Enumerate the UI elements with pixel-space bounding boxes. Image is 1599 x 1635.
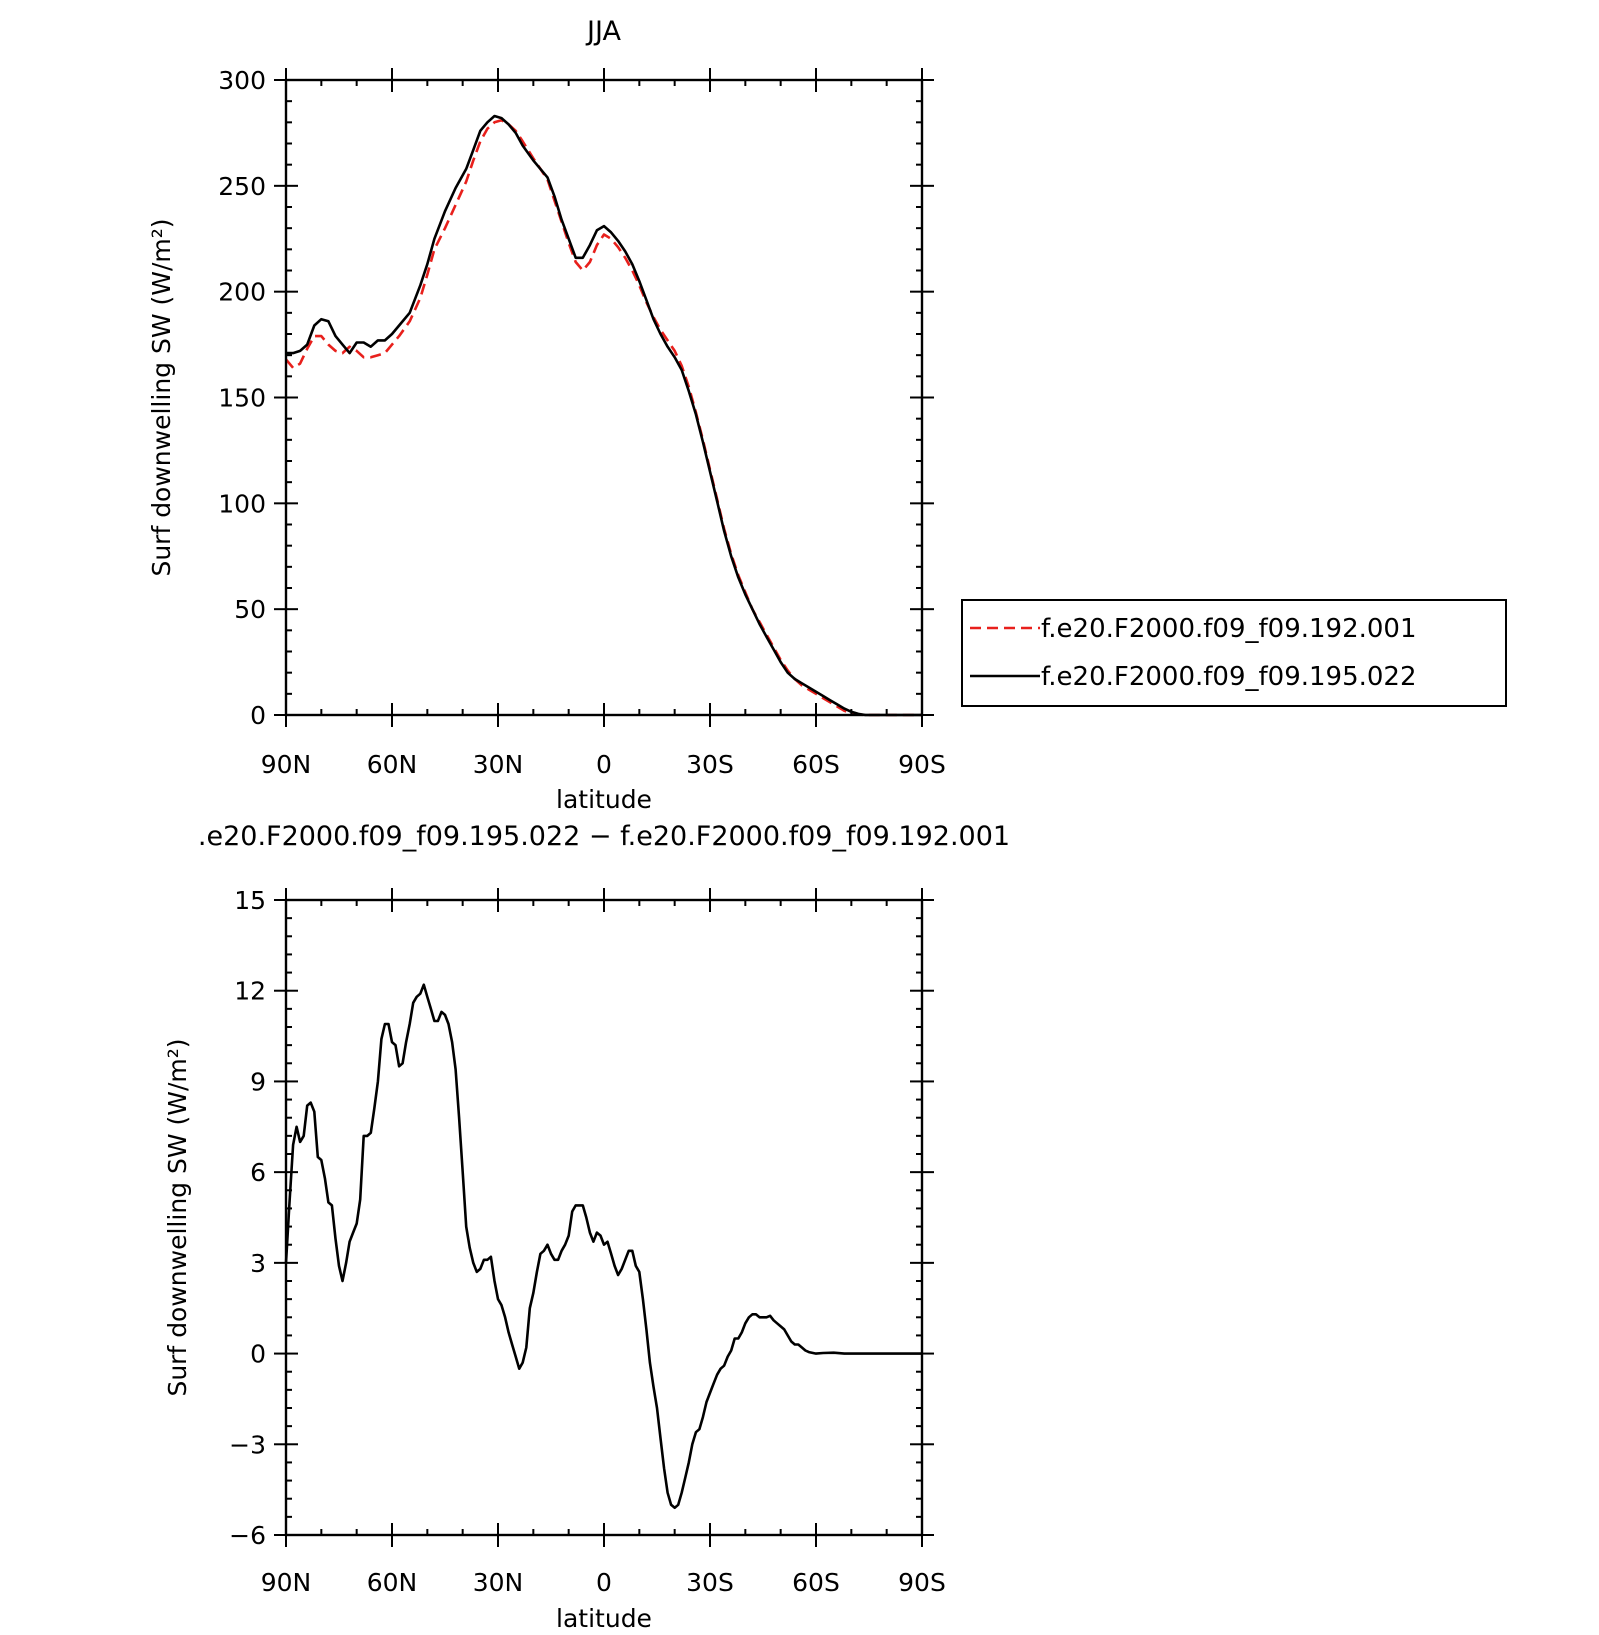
y-axis-label: Surf downwelling SW (W/m²): [163, 1038, 192, 1396]
plot-title: .e20.F2000.f09_f09.195.022 − f.e20.F2000…: [198, 821, 1010, 852]
series-line-0: [284, 983, 922, 1510]
x-tick-label: 60N: [367, 750, 418, 779]
y-axis-label: Surf downwelling SW (W/m²): [147, 218, 176, 576]
series-line-0: [285, 118, 922, 717]
top-line-panel: JJA 90N 60N 30N 0 30S 60S 90S 0 50 100 150 200 250 300…: [147, 16, 946, 814]
y-tick-label: 100: [218, 489, 266, 518]
y-tick-label: 150: [218, 384, 266, 413]
x-tick-label: 60S: [792, 1568, 840, 1597]
y-tick-label: −6: [229, 1521, 266, 1550]
y-tick-label: 9: [250, 1067, 266, 1096]
legend-label-1: f.e20.F2000.f09_f09.195.022: [1041, 662, 1417, 692]
x-axis-label: latitude: [556, 1604, 652, 1633]
x-tick-label: 30S: [686, 1568, 734, 1597]
legend-label-0: f.e20.F2000.f09_f09.192.001: [1041, 614, 1417, 644]
y-tick-label: 0: [250, 1340, 266, 1369]
y-tick-label: 0: [250, 701, 266, 730]
y-tick-label: 15: [234, 886, 266, 915]
y-tick-label: 12: [234, 977, 266, 1006]
series-line-1: [286, 114, 922, 717]
y-tick-label: 250: [218, 172, 266, 201]
y-tick-label: 200: [218, 278, 266, 307]
x-tick-label: 0: [596, 750, 612, 779]
plot-title: JJA: [585, 16, 621, 47]
plot-frame: [284, 898, 924, 1537]
x-tick-label: 90S: [898, 1568, 946, 1597]
bottom-difference-panel: .e20.F2000.f09_f09.195.022 − f.e20.F2000…: [163, 821, 1010, 1633]
y-tick-label: −3: [229, 1430, 266, 1459]
y-tick-label: 6: [250, 1158, 266, 1187]
x-tick-label: 30S: [686, 750, 734, 779]
x-tick-label: 0: [596, 1568, 612, 1597]
y-tick-label: 50: [234, 595, 266, 624]
x-tick-label: 90N: [261, 750, 312, 779]
plot-frame: [284, 78, 924, 717]
legend-box: [961, 599, 1507, 707]
x-tick-label: 90N: [261, 1568, 312, 1597]
x-tick-label: 30N: [473, 1568, 524, 1597]
x-tick-label: 60N: [367, 1568, 418, 1597]
x-tick-label: 30N: [473, 750, 524, 779]
x-tick-label: 60S: [792, 750, 840, 779]
legend: f.e20.F2000.f09_f09.192.001 f.e20.F2000.f…: [961, 599, 1507, 707]
x-axis-label: latitude: [556, 785, 652, 814]
x-tick-label: 90S: [898, 750, 946, 779]
y-tick-label: 3: [250, 1249, 266, 1278]
y-tick-label: 300: [218, 66, 266, 95]
